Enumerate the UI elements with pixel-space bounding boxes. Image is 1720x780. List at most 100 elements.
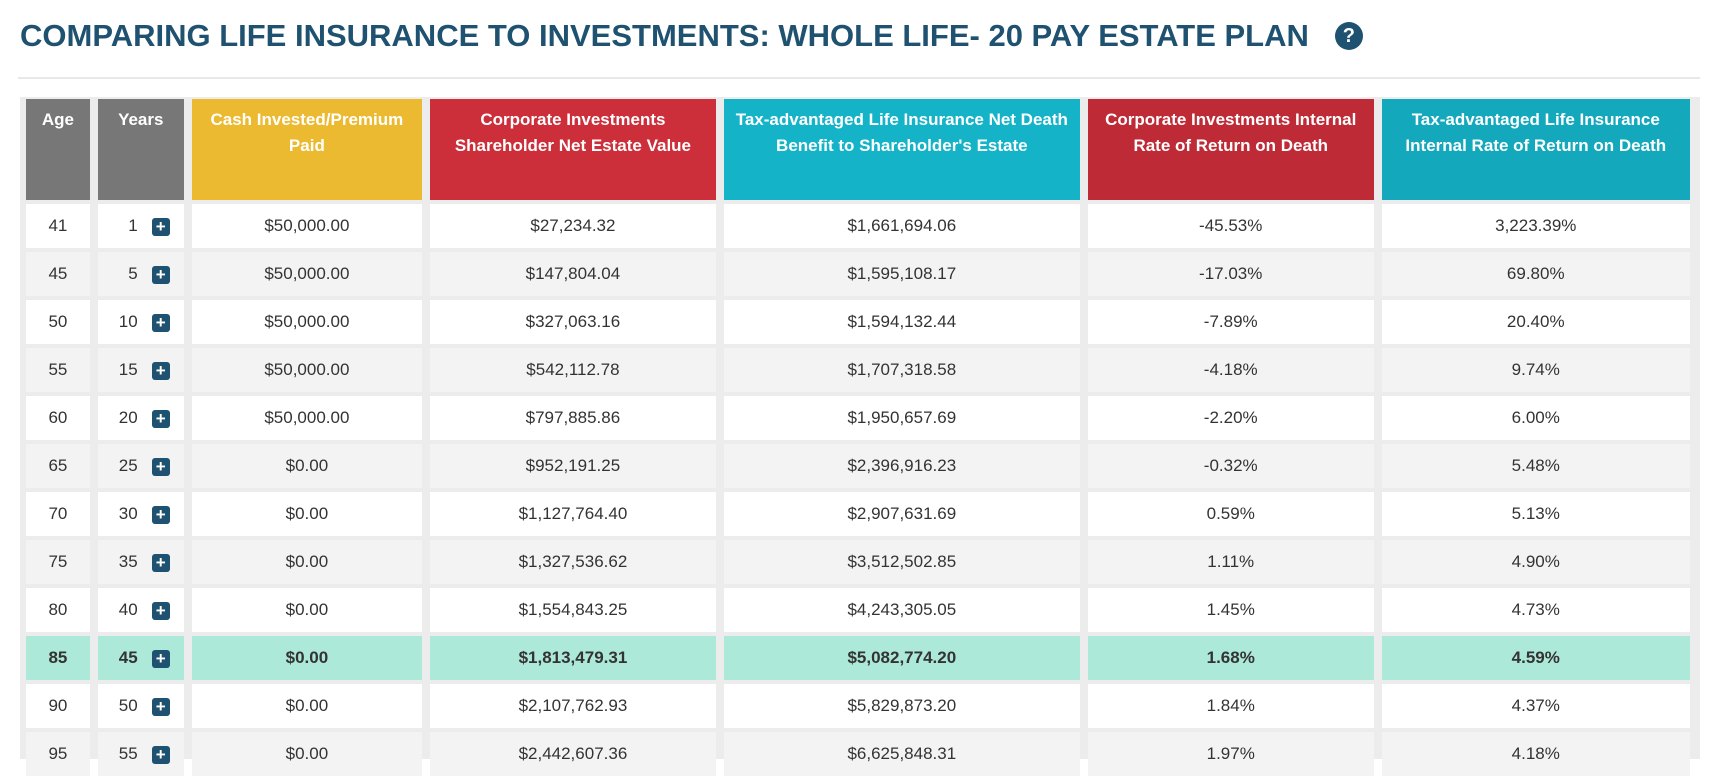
cell-value: 30 bbox=[118, 504, 138, 523]
cell-age: 45 bbox=[26, 252, 90, 296]
cell-corp-irr: -45.53% bbox=[1087, 204, 1374, 248]
cell-value: $2,396,916.23 bbox=[847, 456, 957, 475]
cell-value: 1.84% bbox=[1206, 696, 1255, 715]
cell-value: 80 bbox=[48, 600, 68, 619]
table-row: 41 1 + $50,000.00 $27,234.32 $1,661,694.06 -45… bbox=[26, 204, 1690, 248]
cell-cash-invested: $0.00 bbox=[191, 684, 423, 728]
cell-value: 1 bbox=[128, 216, 138, 235]
cell-value: 35 bbox=[118, 552, 138, 571]
cell-value: $1,127,764.40 bbox=[518, 504, 628, 523]
cell-corp-irr: -0.32% bbox=[1087, 444, 1374, 488]
cell-years: 30 + bbox=[97, 492, 184, 536]
cell-value: 60 bbox=[48, 408, 68, 427]
column-header-life-ins-irr: Tax-advantaged Life Insurance Internal R… bbox=[1381, 99, 1690, 200]
cell-corp-irr: -17.03% bbox=[1087, 252, 1374, 296]
cell-life-ins-death-benefit: $3,512,502.85 bbox=[723, 540, 1080, 584]
expand-plus-icon[interactable]: + bbox=[151, 649, 170, 668]
cell-value: $2,442,607.36 bbox=[518, 744, 628, 763]
cell-corp-irr: 1.45% bbox=[1087, 588, 1374, 632]
cell-value: -2.20% bbox=[1203, 408, 1258, 427]
table-row: 70 30 + $0.00 $1,127,764.40 $2,907,631.69 0.59… bbox=[26, 492, 1690, 536]
cell-value: -7.89% bbox=[1203, 312, 1258, 331]
cell-cash-invested: $50,000.00 bbox=[191, 396, 423, 440]
table-row: 45 5 + $50,000.00 $147,804.04 $1,595,108.17 -1… bbox=[26, 252, 1690, 296]
cell-value: 65 bbox=[48, 456, 68, 475]
cell-cash-invested: $50,000.00 bbox=[191, 300, 423, 344]
cell-life-ins-death-benefit: $1,661,694.06 bbox=[723, 204, 1080, 248]
cell-value: 40 bbox=[118, 600, 138, 619]
expand-plus-icon[interactable]: + bbox=[151, 217, 170, 236]
cell-value: 45 bbox=[118, 648, 138, 667]
cell-value: $0.00 bbox=[285, 696, 329, 715]
table-row: 80 40 + $0.00 $1,554,843.25 $4,243,305.05 1.45… bbox=[26, 588, 1690, 632]
expand-plus-icon[interactable]: + bbox=[151, 553, 170, 572]
cell-corp-net-estate: $147,804.04 bbox=[430, 252, 716, 296]
cell-cash-invested: $0.00 bbox=[191, 444, 423, 488]
cell-value: $27,234.32 bbox=[530, 216, 616, 235]
table-row: 65 25 + $0.00 $952,191.25 $2,396,916.23 -0.32%… bbox=[26, 444, 1690, 488]
table-row: 90 50 + $0.00 $2,107,762.93 $5,829,873.20 1.84… bbox=[26, 684, 1690, 728]
cell-years: 10 + bbox=[97, 300, 184, 344]
cell-value: $1,594,132.44 bbox=[847, 312, 957, 331]
expand-plus-icon[interactable]: + bbox=[151, 505, 170, 524]
column-header-age: Age bbox=[26, 99, 90, 200]
cell-value: 20 bbox=[118, 408, 138, 427]
cell-life-ins-irr: 5.48% bbox=[1381, 444, 1690, 488]
expand-plus-icon[interactable]: + bbox=[151, 697, 170, 716]
cell-corp-irr: 1.11% bbox=[1087, 540, 1374, 584]
cell-value: $2,907,631.69 bbox=[847, 504, 957, 523]
table-row: 95 55 + $0.00 $2,442,607.36 $6,625,848.31 1.97… bbox=[26, 732, 1690, 776]
cell-value: $5,829,873.20 bbox=[847, 696, 957, 715]
cell-value: 69.80% bbox=[1506, 264, 1565, 283]
cell-value: $50,000.00 bbox=[264, 264, 350, 283]
cell-life-ins-irr: 4.37% bbox=[1381, 684, 1690, 728]
expand-plus-icon[interactable]: + bbox=[151, 361, 170, 380]
cell-value: 45 bbox=[48, 264, 68, 283]
cell-age: 90 bbox=[26, 684, 90, 728]
cell-cash-invested: $0.00 bbox=[191, 732, 423, 776]
cell-value: $0.00 bbox=[285, 744, 329, 763]
cell-corp-net-estate: $1,127,764.40 bbox=[430, 492, 716, 536]
cell-life-ins-irr: 4.59% bbox=[1381, 636, 1690, 680]
expand-plus-icon[interactable]: + bbox=[151, 601, 170, 620]
cell-corp-irr: -4.18% bbox=[1087, 348, 1374, 392]
cell-life-ins-death-benefit: $6,625,848.31 bbox=[723, 732, 1080, 776]
expand-plus-icon[interactable]: + bbox=[151, 409, 170, 428]
table-row: 75 35 + $0.00 $1,327,536.62 $3,512,502.85 1.11… bbox=[26, 540, 1690, 584]
cell-cash-invested: $50,000.00 bbox=[191, 204, 423, 248]
cell-life-ins-death-benefit: $2,396,916.23 bbox=[723, 444, 1080, 488]
cell-value: $1,327,536.62 bbox=[518, 552, 628, 571]
cell-years: 35 + bbox=[97, 540, 184, 584]
cell-value: 70 bbox=[48, 504, 68, 523]
cell-corp-irr: 1.68% bbox=[1087, 636, 1374, 680]
expand-plus-icon[interactable]: + bbox=[151, 457, 170, 476]
expand-plus-icon[interactable]: + bbox=[151, 313, 170, 332]
cell-value: $3,512,502.85 bbox=[847, 552, 957, 571]
cell-cash-invested: $0.00 bbox=[191, 636, 423, 680]
cell-life-ins-death-benefit: $1,707,318.58 bbox=[723, 348, 1080, 392]
cell-age: 80 bbox=[26, 588, 90, 632]
column-header-corp-irr: Corporate Investments Internal Rate of R… bbox=[1087, 99, 1374, 200]
cell-value: 5 bbox=[128, 264, 138, 283]
cell-value: $327,063.16 bbox=[525, 312, 621, 331]
cell-years: 20 + bbox=[97, 396, 184, 440]
cell-value: $50,000.00 bbox=[264, 216, 350, 235]
help-icon[interactable]: ? bbox=[1334, 22, 1363, 50]
cell-age: 60 bbox=[26, 396, 90, 440]
cell-value: 9.74% bbox=[1511, 360, 1560, 379]
cell-years: 40 + bbox=[97, 588, 184, 632]
expand-plus-icon[interactable]: + bbox=[151, 265, 170, 284]
column-header-cash-invested: Cash Invested/Premium Paid bbox=[191, 99, 423, 200]
cell-value: -4.18% bbox=[1203, 360, 1258, 379]
cell-cash-invested: $0.00 bbox=[191, 492, 423, 536]
cell-value: 6.00% bbox=[1511, 408, 1560, 427]
expand-plus-icon[interactable]: + bbox=[151, 745, 170, 764]
cell-age: 95 bbox=[26, 732, 90, 776]
cell-value: 75 bbox=[48, 552, 68, 571]
cell-life-ins-irr: 6.00% bbox=[1381, 396, 1690, 440]
cell-value: 0.59% bbox=[1206, 504, 1255, 523]
cell-value: 3,223.39% bbox=[1495, 216, 1577, 235]
cell-life-ins-irr: 69.80% bbox=[1381, 252, 1690, 296]
cell-years: 55 + bbox=[97, 732, 184, 776]
column-header-corp-net-estate: Corporate Investments Shareholder Net Es… bbox=[430, 99, 716, 200]
